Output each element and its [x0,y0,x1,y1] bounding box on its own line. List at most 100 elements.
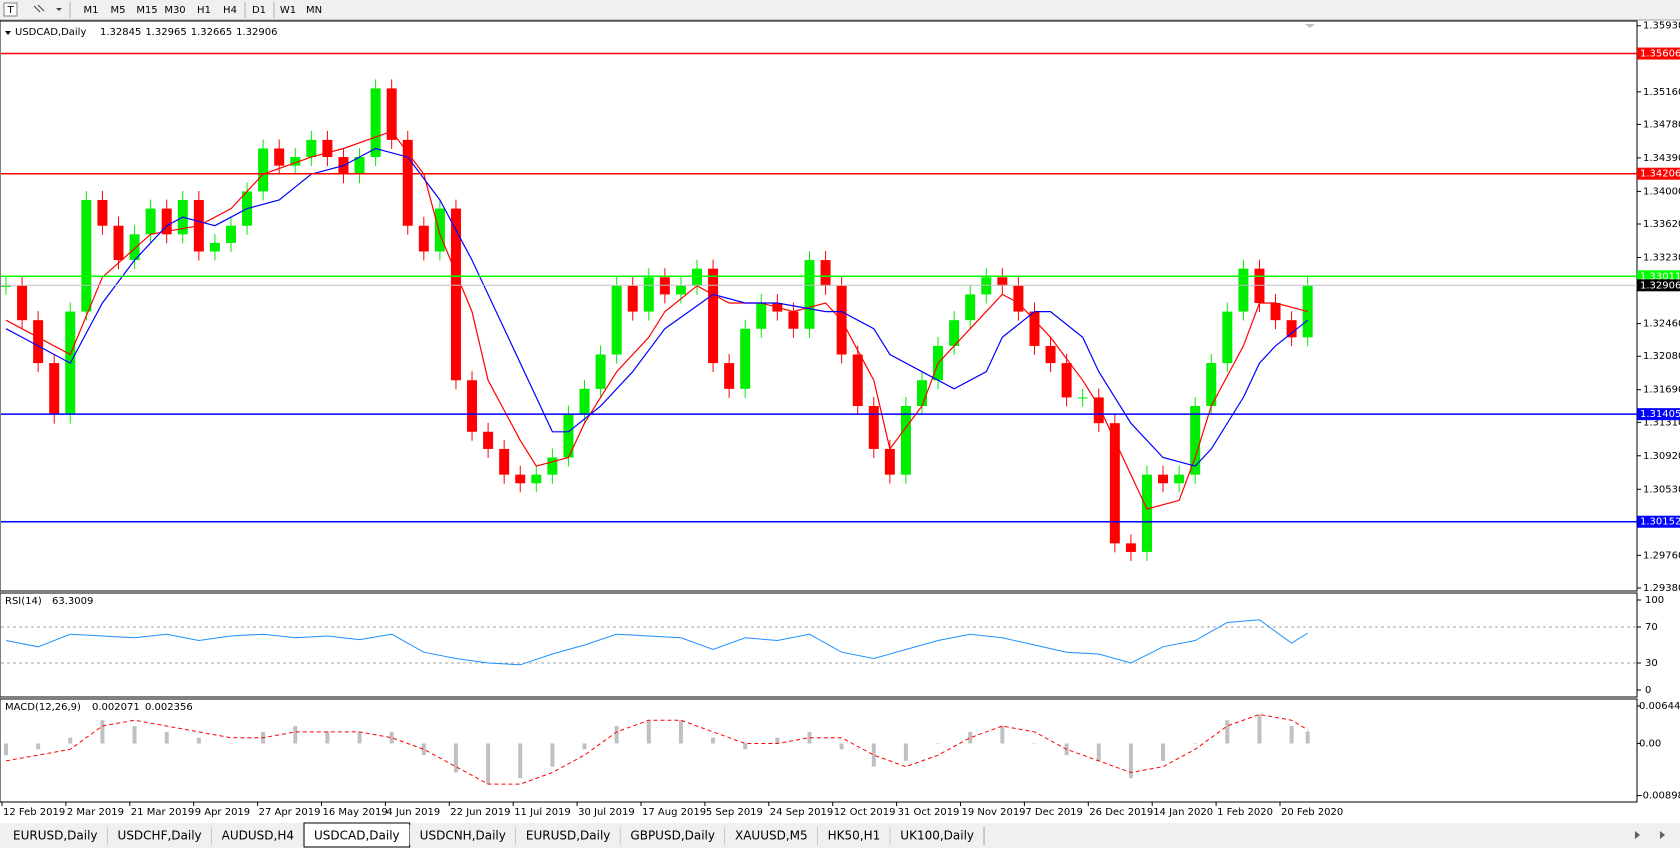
ohlc-value: 1.32906 [236,27,277,38]
dropdown[interactable] [56,8,62,11]
tab-label[interactable]: USDCNH,Daily [420,829,506,843]
timeframe-button[interactable]: M1 [84,5,99,16]
candle-body [81,199,92,312]
candle-body [161,208,172,235]
candle-body [868,406,879,449]
timeframe-button[interactable]: W1 [280,5,296,16]
timeframe-button[interactable]: H1 [197,5,211,16]
candle-body [1045,345,1056,364]
candle-body [675,285,686,295]
current-price-label: 1.32906 [1640,280,1680,291]
y-tick-label: 1.34390 [1643,153,1680,164]
y-tick-label: 0.00 [1639,738,1661,749]
tab-label[interactable]: USDCHF,Daily [118,829,202,843]
tab-label[interactable]: AUDUSD,H4 [222,829,294,843]
macd-histogram-bar [903,743,908,761]
candle-body [627,285,638,312]
macd-histogram-bar [1289,726,1294,744]
candle-body [1013,285,1024,312]
macd-histogram-bar [582,743,587,750]
candle-body [354,157,365,175]
macd-histogram-bar [389,731,394,744]
candle-body [724,363,735,389]
macd-histogram-bar [711,737,716,744]
macd-histogram-bar [357,731,362,744]
shapes-tool[interactable] [33,4,45,13]
tab[interactable] [515,825,621,845]
candle-body [788,311,799,329]
text-tool[interactable] [3,2,18,17]
y-tick-label: 1.34780 [1643,119,1680,130]
candle-body [370,88,381,158]
date-label: 12 Feb 2019 [3,807,65,818]
tab[interactable] [817,825,891,845]
tab-label[interactable]: EURUSD,Daily [13,829,98,843]
y-tick-label: 0.006448 [1639,701,1680,712]
candle-body [579,388,590,415]
tab[interactable] [211,825,305,845]
macd-histogram-bar [1257,714,1262,744]
date-label: 20 Feb 2020 [1281,807,1343,818]
candle-body [949,320,960,346]
candle-body [1270,302,1281,321]
candle-body [1125,543,1136,552]
y-tick-label: 1.33620 [1643,219,1680,230]
date-label: 27 Apr 2019 [259,807,321,818]
timeframe-button[interactable]: D1 [252,5,266,16]
tab[interactable] [3,825,108,845]
tab-label[interactable]: XAUUSD,M5 [735,829,808,843]
candle-body [515,474,526,484]
tab[interactable] [890,825,985,845]
timeframe-button[interactable]: M5 [111,5,126,16]
macd-histogram-bar [1128,743,1133,779]
tab[interactable] [107,825,212,845]
timeframe-button[interactable]: H4 [223,5,237,16]
symbol: USDCAD,Daily [15,27,86,38]
macd-histogram-bar [100,720,105,744]
timeframe-button[interactable]: MN [306,5,322,16]
timeframe-button[interactable]: M15 [136,5,157,16]
candle-body [611,285,622,355]
level-label-box [1637,47,1680,60]
menu-arrow[interactable] [5,31,11,35]
date-label: 22 Jun 2019 [450,807,510,818]
date-label: 21 Mar 2019 [131,807,194,818]
candle-body [884,448,895,475]
toolbar [0,0,1680,20]
y-tick-label: 1.32460 [1643,319,1680,330]
tab[interactable] [725,825,818,845]
y-tick-label: 1.31310 [1643,417,1680,428]
candle-body [1174,474,1185,484]
candle-body [756,302,767,329]
tab[interactable] [620,825,725,845]
macd-histogram-bar [164,731,169,744]
moving-average [5,147,1309,467]
macd-histogram-bar [4,743,8,756]
candle-body [1,285,11,287]
tab-label[interactable]: USDCAD,Daily [314,829,400,843]
tab-label[interactable]: HK50,H1 [828,829,881,843]
macd-signal-value: 0.002356 [145,702,193,713]
macd-histogram-bar [325,731,330,744]
current-price-box [1637,279,1680,292]
tab-label[interactable]: UK100,Daily [900,829,974,843]
tab[interactable] [409,825,516,845]
macd-name: MACD(12,26,9) [5,702,81,713]
macd-histogram-bar [228,743,233,744]
y-tick-label: 0 [1645,685,1651,696]
candle-body [1222,311,1233,364]
candle-body [145,208,156,235]
timeframe-button[interactable]: M30 [164,5,185,16]
rsi-name: RSI(14) [5,596,42,607]
macd-histogram-bar [68,737,73,744]
tab-label[interactable]: EURUSD,Daily [526,829,611,843]
main-panel [0,20,1638,592]
tab-label[interactable]: GBPUSD,Daily [630,829,715,843]
candle-body [258,148,269,192]
level-label: 1.31405 [1640,409,1680,420]
candle-body [1286,320,1297,338]
y-tick-label: 1.33230 [1643,252,1680,263]
macd-histogram-bar [486,743,491,785]
candle-body [306,139,317,158]
rsi-value: 63.3009 [52,596,93,607]
